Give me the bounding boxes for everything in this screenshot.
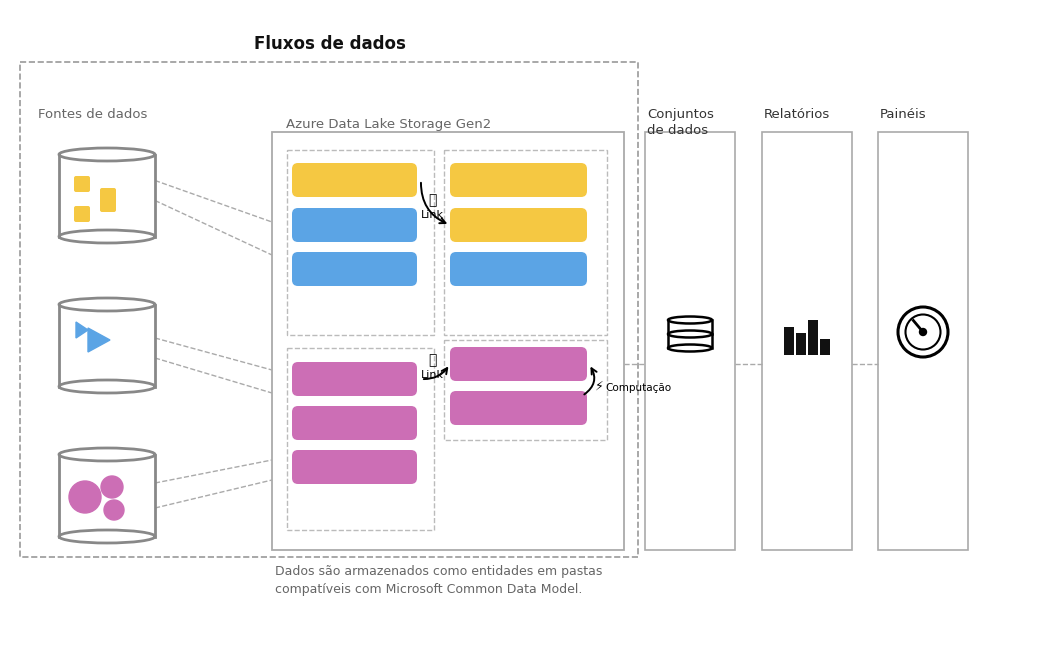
Text: Fontes de dados: Fontes de dados (38, 108, 148, 121)
FancyBboxPatch shape (292, 450, 417, 484)
Text: Fluxos de dados: Fluxos de dados (254, 35, 406, 53)
FancyBboxPatch shape (292, 362, 417, 396)
Text: Conjuntos
de dados: Conjuntos de dados (647, 108, 714, 137)
Bar (762, 132, 852, 550)
Ellipse shape (59, 230, 155, 243)
Text: ⚡: ⚡ (595, 380, 603, 393)
Ellipse shape (668, 331, 712, 337)
FancyBboxPatch shape (450, 163, 587, 197)
FancyBboxPatch shape (292, 208, 417, 242)
Circle shape (69, 481, 101, 513)
Ellipse shape (59, 448, 155, 461)
Circle shape (920, 329, 926, 335)
Ellipse shape (59, 530, 155, 543)
FancyBboxPatch shape (74, 176, 90, 192)
FancyBboxPatch shape (450, 208, 587, 242)
FancyBboxPatch shape (450, 391, 587, 425)
Bar (878, 132, 968, 550)
FancyBboxPatch shape (450, 252, 587, 286)
Text: Computação: Computação (605, 383, 671, 393)
Text: Azure Data Lake Storage Gen2: Azure Data Lake Storage Gen2 (286, 118, 492, 131)
Polygon shape (88, 328, 110, 352)
Bar (287, 150, 434, 335)
Text: ⛓: ⛓ (428, 193, 436, 207)
Bar (59, 154, 155, 236)
Ellipse shape (59, 380, 155, 393)
Text: Link: Link (421, 210, 443, 220)
Bar (20, 62, 638, 557)
Bar (668, 334, 712, 348)
Bar (59, 454, 155, 536)
Circle shape (104, 500, 124, 520)
Polygon shape (76, 322, 88, 338)
Text: Relatórios: Relatórios (764, 108, 830, 121)
Bar (784, 327, 794, 355)
FancyBboxPatch shape (100, 188, 116, 204)
Bar (820, 339, 830, 355)
Bar (797, 333, 806, 355)
Bar (59, 305, 155, 387)
Bar (287, 348, 434, 530)
Bar (808, 320, 818, 355)
Text: Link: Link (421, 370, 443, 380)
Text: Dados são armazenados como entidades em pastas
compatíveis com Microsoft Common : Dados são armazenados como entidades em … (275, 565, 602, 596)
Ellipse shape (668, 344, 712, 352)
Ellipse shape (668, 316, 712, 324)
Bar (444, 150, 607, 335)
Bar (272, 132, 624, 550)
FancyBboxPatch shape (450, 347, 587, 381)
Text: ⛓: ⛓ (428, 353, 436, 367)
Ellipse shape (59, 298, 155, 311)
Circle shape (101, 476, 123, 498)
FancyBboxPatch shape (292, 252, 417, 286)
FancyBboxPatch shape (292, 406, 417, 440)
Text: Painéis: Painéis (880, 108, 926, 121)
FancyBboxPatch shape (100, 196, 116, 212)
Bar (668, 320, 712, 334)
FancyBboxPatch shape (292, 163, 417, 197)
Ellipse shape (59, 148, 155, 161)
FancyBboxPatch shape (74, 206, 90, 222)
Bar (645, 132, 735, 550)
Bar (444, 340, 607, 440)
